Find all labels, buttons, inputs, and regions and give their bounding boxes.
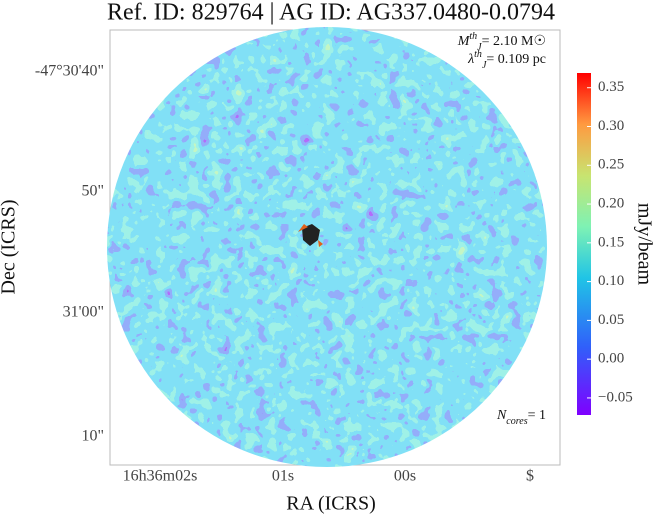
y-axis-label: Dec (ICRS) [0,200,20,295]
colorbar-label: mJy/beam [633,203,655,286]
colorbar-tick-label: −0.05 [598,389,633,405]
annotation: Ncores= 1 [496,408,546,427]
colorbar [577,73,591,415]
annotation: MthJ= 2.10 M☉ [457,31,546,53]
colorbar-tick-label: 0.05 [598,312,624,328]
x-tick-label: 01s [272,468,294,485]
annotation: λthJ= 0.109 pc [467,49,546,71]
x-axis-label: RA (ICRS) [286,493,375,515]
y-tick-label: 10" [81,428,104,445]
annotation-text: = 0.109 pc [486,52,546,67]
image-disk [107,27,547,467]
colorbar-tick-label: 0.10 [598,273,624,289]
x-tick-label: 16h36m02s [123,468,198,485]
annotation-text: = 2.10 M☉ [482,34,546,49]
y-tick-label: 31'00" [63,304,104,321]
colorbar-tick-label: 0.15 [598,234,624,250]
x-tick-label: 00s [394,468,416,485]
annotation-sub: J [477,42,482,53]
colorbar-tick-label: 0.25 [598,157,624,173]
annotation-text: = 1 [528,408,546,423]
annotation-symbol: N [496,408,507,423]
x-tick-label: $ [526,468,534,485]
annotation-sup: th [474,49,482,60]
annotation-sub: J [482,60,487,71]
annotation-sup: th [469,31,477,42]
colorbar-tick-label: 0.35 [598,79,624,95]
chart-title: Ref. ID: 829764 | AG ID: AG337.0480-0.07… [107,0,555,26]
colorbar-tick-label: 0.30 [598,118,624,134]
annotation-symbol: M [457,34,471,49]
annotation-symbol: λ [467,52,474,67]
y-tick-label: 50" [81,183,104,200]
y-tick-label: -47°30'40" [35,63,104,80]
colorbar-tick-label: 0.20 [598,195,624,211]
annotation-sub: cores [506,416,527,427]
colorbar-tick-label: 0.00 [598,351,624,367]
core-clump [302,224,320,246]
